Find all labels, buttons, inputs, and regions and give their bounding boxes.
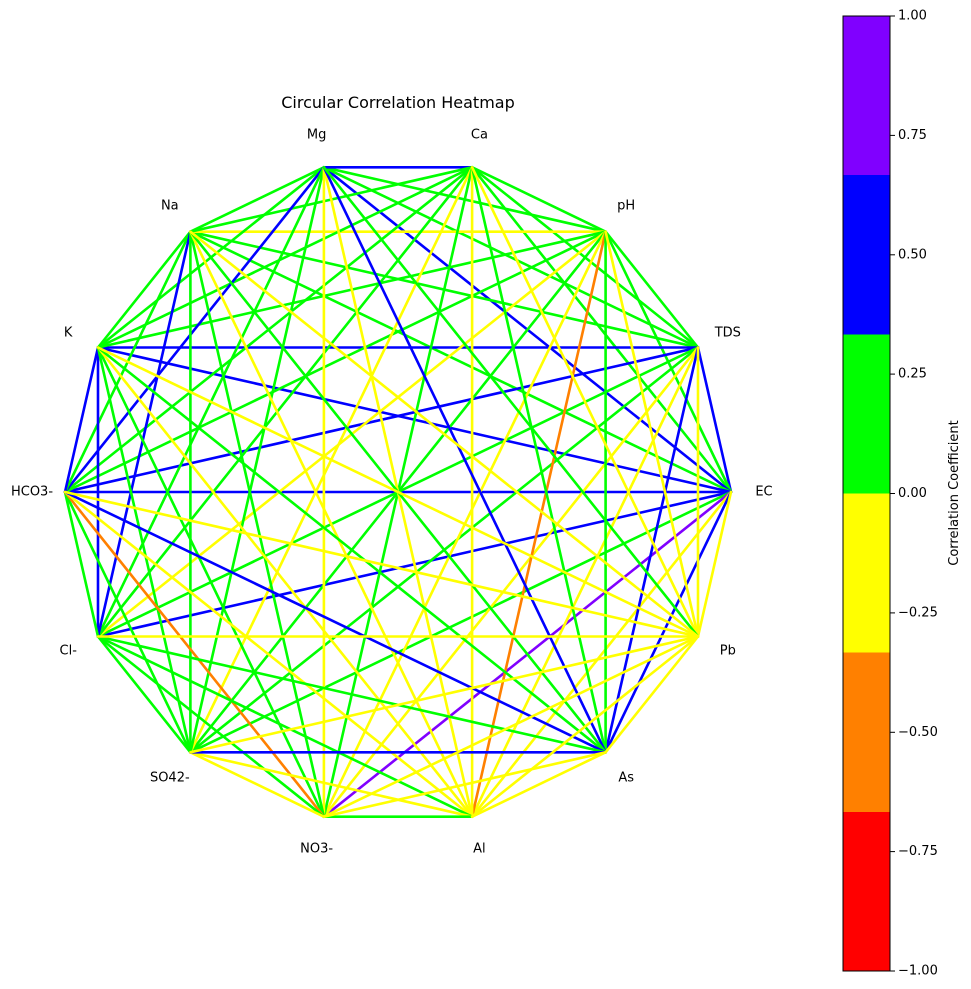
colorbar-bins xyxy=(843,16,890,971)
edge-Na-NO3- xyxy=(189,230,326,819)
edge-K-Pb xyxy=(96,346,700,638)
edge-Mg-HCO3- xyxy=(63,166,326,494)
edge-SO42--Pb xyxy=(189,635,700,754)
edge-HCO3--NO3- xyxy=(63,490,326,819)
node-label: Cl- xyxy=(60,643,78,658)
edge-pH-Pb xyxy=(604,230,700,638)
edge-Mg-SO42- xyxy=(189,166,326,754)
edge-As-Pb xyxy=(604,635,700,754)
edge-K-As xyxy=(96,346,607,754)
edge-HCO3--As xyxy=(63,490,607,754)
node-label: NO3- xyxy=(300,841,333,856)
edge-Ca-K xyxy=(96,166,474,349)
colorbar-tick-label: 0.50 xyxy=(898,247,927,262)
colorbar-ticks: 1.00 0.75 0.50 0.25 0.00 −0.25 −0.50 −0.75 −1.00 xyxy=(890,9,938,979)
colorbar: 1.00 0.75 0.50 0.25 0.00 −0.25 −0.50 −0.75 −1.00… xyxy=(842,9,962,979)
edge-Mg-Pb xyxy=(322,166,700,638)
node-label: EC xyxy=(755,485,772,500)
node-label: Al xyxy=(473,841,486,856)
edge-NO3--Pb xyxy=(322,635,700,819)
colorbar-tick-label: 0.75 xyxy=(898,128,927,143)
colorbar-tick-label: −1.00 xyxy=(898,964,938,979)
chart-title: Circular Correlation Heatmap xyxy=(281,93,515,112)
colorbar-bin xyxy=(843,175,890,335)
colorbar-tick-label: 0.25 xyxy=(898,367,927,382)
edge-TDS-As xyxy=(604,346,700,754)
colorbar-bin xyxy=(843,334,890,494)
edge-SO42--Al xyxy=(189,750,474,819)
colorbar-bin xyxy=(843,493,890,653)
edge-EC-Pb xyxy=(696,490,733,638)
edges-layer xyxy=(63,166,733,819)
edge-TDS-NO3- xyxy=(322,346,700,819)
edge-Na-Al xyxy=(189,230,474,819)
edge-TDS-pH xyxy=(604,230,700,349)
edge-HCO3--Cl- xyxy=(63,490,100,638)
node-label: HCO3- xyxy=(11,485,53,500)
edge-Ca-Pb xyxy=(470,166,700,638)
node-label: SO42- xyxy=(150,771,190,786)
edge-Cl--Al xyxy=(96,635,474,819)
node-label: Ca xyxy=(471,128,488,143)
colorbar-tick-label: 0.00 xyxy=(898,486,927,501)
node-label: Pb xyxy=(720,643,736,658)
node-label: Na xyxy=(161,198,179,213)
colorbar-tick-label: 1.00 xyxy=(898,9,927,24)
colorbar-bin xyxy=(843,16,890,175)
node-label: Mg xyxy=(307,128,326,143)
edge-K-SO42- xyxy=(96,346,192,754)
edge-Cl--SO42- xyxy=(96,635,192,754)
edge-K-HCO3- xyxy=(63,346,100,494)
edge-EC-Al xyxy=(470,490,733,819)
node-label: K xyxy=(64,326,73,341)
node-label: TDS xyxy=(714,326,741,341)
edge-NO3--As xyxy=(322,750,607,819)
colorbar-tick-label: −0.25 xyxy=(898,605,938,620)
colorbar-bin xyxy=(843,812,890,971)
edge-TDS-Mg xyxy=(322,166,700,349)
edge-Na-K xyxy=(96,230,192,349)
edge-pH-HCO3- xyxy=(63,230,607,494)
edge-EC-Ca xyxy=(470,166,733,494)
edge-pH-Al xyxy=(470,230,607,819)
edge-Na-Cl- xyxy=(96,230,192,638)
edge-HCO3--SO42- xyxy=(63,490,192,754)
node-label: pH xyxy=(617,198,635,213)
edge-Mg-As xyxy=(322,166,607,754)
edge-EC-SO42- xyxy=(189,490,733,754)
colorbar-tick-label: −0.75 xyxy=(898,844,938,859)
colorbar-label: Correlation Coefficient xyxy=(947,420,962,566)
edge-Al-As xyxy=(470,750,607,819)
colorbar-tick-label: −0.50 xyxy=(898,725,938,740)
edge-Na-Pb xyxy=(189,230,700,638)
edge-K-Al xyxy=(96,346,474,819)
edge-pH-Ca xyxy=(470,166,607,233)
edge-Al-Pb xyxy=(470,635,700,819)
node-label: As xyxy=(618,771,634,786)
edge-SO42--NO3- xyxy=(189,750,326,819)
edge-EC-Na xyxy=(189,230,733,494)
edge-Cl--As xyxy=(96,635,607,754)
edge-K-NO3- xyxy=(96,346,326,819)
node-labels-layer: EC TDS pH Ca Mg Na K HCO3- Cl- SO42- NO3- Al As Pb xyxy=(11,128,773,857)
edge-EC-TDS xyxy=(696,346,733,494)
edge-Ca-As xyxy=(470,166,607,754)
edge-Ca-Cl- xyxy=(96,166,474,638)
edge-Cl--NO3- xyxy=(96,635,326,819)
colorbar-bin xyxy=(843,652,890,812)
edge-Mg-Na xyxy=(189,166,326,233)
edge-HCO3--Al xyxy=(63,490,474,819)
edge-HCO3--Pb xyxy=(63,490,700,638)
